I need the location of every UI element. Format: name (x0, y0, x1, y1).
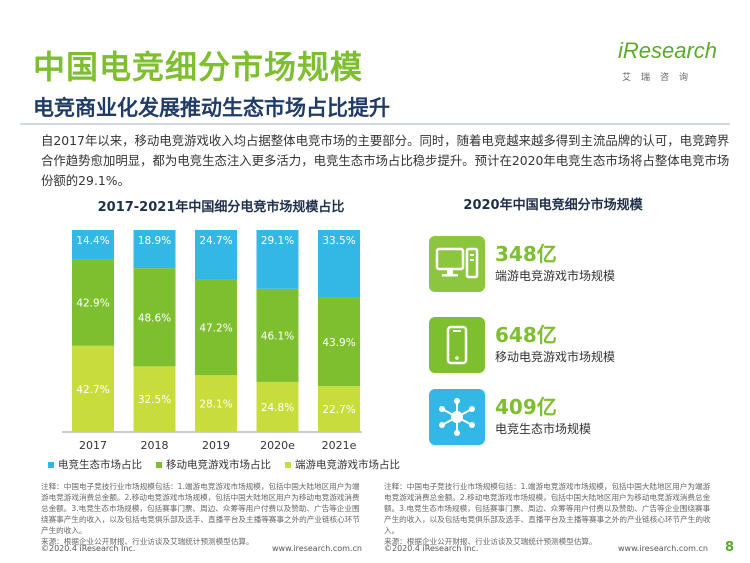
title-divider (20, 123, 730, 125)
stat-ecosystem-market: 409亿 电竞生态市场规模 (429, 389, 719, 445)
chart-legend: 电竞生态市场占比 移动电竞游戏市场占比 端游电竞游戏市场占比 (48, 457, 400, 472)
bar-data-label: 29.1% (261, 235, 294, 247)
stat-value-ecosystem: 409亿 (495, 395, 557, 419)
bar-data-label: 24.7% (199, 235, 232, 247)
legend-label-pc: 端游电竞游戏市场占比 (295, 459, 400, 471)
stat-pc-market: 348亿 端游电竞游戏市场规模 (429, 236, 719, 292)
footer-copyright-right: ©2020.4 iResearch Inc. (384, 544, 479, 553)
bar-segment (256, 230, 299, 289)
footer-url-right[interactable]: www.iresearch.com.cn (618, 544, 708, 553)
iresearch-logo: iResearch 艾瑞咨询 (618, 38, 718, 88)
intro-paragraph: 自2017年以来，移动电竞游戏收入均占据整体电竞市场的主要部分。同时，随着电竞越… (41, 133, 730, 188)
stacked-bar-chart: 42.7% 42.9% 14.4% 2017 32.5% 48.6% 18.9% 2018 28… (62, 230, 362, 452)
bar-segment (72, 259, 114, 346)
logo-subtext: 艾瑞咨询 (622, 73, 699, 83)
note-left: 注释：中国电子竞技行业市场规模包括：1.端游电竞游戏市场规模，包括中国大陆地区用… (41, 481, 367, 547)
bar-data-label: 22.7% (322, 404, 355, 416)
bar-data-label: 46.1% (261, 330, 294, 342)
desktop-computer-icon (429, 236, 485, 292)
bar-segment (133, 268, 176, 367)
footer-url-left[interactable]: www.iresearch.com.cn (272, 544, 362, 553)
bar-segment (256, 381, 299, 432)
bar-data-label: 42.9% (76, 297, 109, 309)
bar-segment (195, 375, 237, 432)
note-right: 注释：中国电子竞技行业市场规模包括：1.端游电竞游戏市场规模，包括中国大陆地区用… (384, 481, 714, 547)
note-right-text: 注释：中国电子竞技行业市场规模包括：1.端游电竞游戏市场规模，包括中国大陆地区用… (384, 482, 711, 535)
page-title: 中国电竞细分市场规模 (33, 48, 364, 86)
note-left-text: 注释：中国电子竞技行业市场规模包括：1.端游电竞游戏市场规模，包括中国大陆地区用… (41, 482, 360, 535)
mobile-phone-icon (429, 317, 485, 373)
stat-label-ecosystem: 电竞生态市场规模 (495, 422, 592, 436)
legend-item-ecosystem: 电竞生态市场占比 (48, 457, 142, 472)
legend-item-mobile: 移动电竞游戏市场占比 (156, 457, 271, 472)
bar-data-label: 32.5% (138, 394, 171, 406)
bar-segment (318, 386, 360, 432)
note-left-source: 来源：根据企业公开财报、行业访谈及艾瑞统计预测模型估算。 (41, 537, 254, 546)
x-tick-label: 2017 (79, 439, 107, 452)
stat-value-pc: 348亿 (495, 242, 557, 266)
network-hub-icon (429, 389, 485, 445)
note-right-source: 来源：根据企业公开财报、行业访谈及艾瑞统计预测模型估算。 (384, 537, 597, 546)
bar-data-label: 33.5% (322, 235, 355, 247)
legend-item-pc: 端游电竞游戏市场占比 (285, 457, 400, 472)
bar-segment (133, 230, 176, 269)
bar-segment (318, 297, 360, 387)
bar-data-label: 43.9% (322, 337, 355, 349)
bar-segment (72, 345, 114, 432)
legend-swatch-ecosystem (48, 461, 54, 468)
x-tick-label: 2021e (322, 439, 357, 452)
x-tick-label: 2020e (260, 439, 295, 452)
right-panel-title: 2020年中国电竞细分市场规模 (463, 198, 643, 213)
logo-wordmark: iResearch (618, 38, 718, 63)
bar-data-label: 47.2% (199, 323, 232, 335)
bar-data-label: 14.4% (76, 235, 109, 247)
bar-data-label: 18.9% (138, 235, 171, 247)
stat-label-mobile: 移动电竞游戏市场规模 (495, 350, 616, 364)
bar-segment (72, 230, 114, 260)
bar-data-label: 28.1% (199, 399, 232, 411)
bar-segment (133, 366, 176, 432)
stat-label-pc: 端游电竞游戏市场规模 (495, 269, 616, 283)
legend-label-mobile: 移动电竞游戏市场占比 (166, 459, 271, 471)
legend-swatch-pc (285, 461, 291, 468)
stat-value-mobile: 648亿 (495, 323, 557, 347)
stat-mobile-market: 648亿 移动电竞游戏市场规模 (429, 317, 719, 373)
legend-label-ecosystem: 电竞生态市场占比 (58, 459, 142, 471)
footer-copyright-left: ©2020.4 iResearch Inc. (41, 544, 136, 553)
page-number: 8 (725, 540, 735, 555)
bar-segment (195, 230, 237, 280)
bar-data-label: 48.6% (138, 312, 171, 324)
bar-segment (256, 288, 299, 382)
bar-segment (318, 230, 360, 298)
chart-title: 2017-2021年中国细分电竞市场规模占比 (97, 200, 345, 215)
legend-swatch-mobile (156, 461, 162, 468)
bar-data-label: 42.7% (76, 384, 109, 396)
bar-data-label: 24.8% (261, 402, 294, 414)
x-tick-label: 2019 (202, 439, 230, 452)
bar-segment (195, 279, 237, 376)
page-subtitle: 电竞商业化发展推动生态市场占比提升 (33, 96, 390, 120)
x-tick-label: 2018 (141, 439, 169, 452)
